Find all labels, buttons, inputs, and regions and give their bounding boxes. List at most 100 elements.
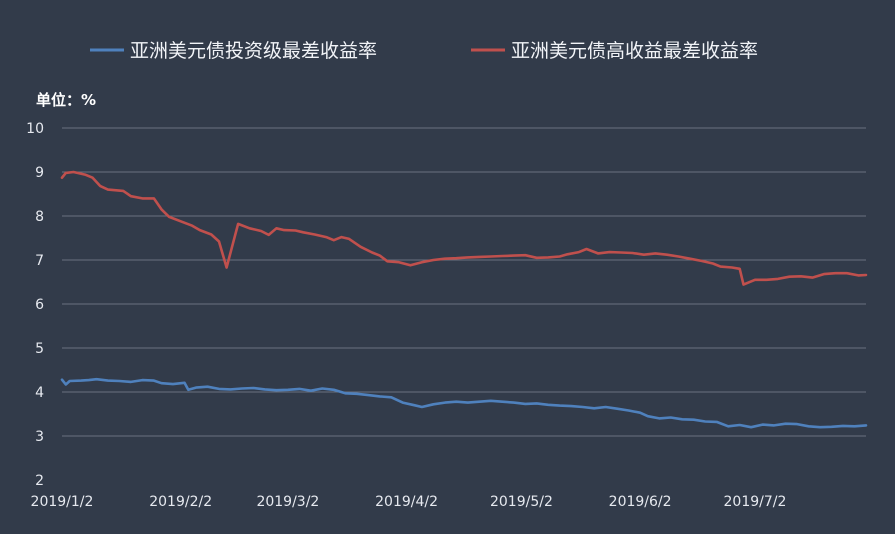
data-point-investment-grade: [432, 403, 435, 406]
data-point-high-yield: [620, 251, 622, 254]
data-point-investment-grade: [130, 381, 132, 383]
y-tick-label: 5: [35, 341, 44, 357]
data-point-high-yield: [84, 173, 86, 176]
data-point-investment-grade: [61, 378, 63, 381]
series-line-high-yield: [60, 170, 868, 286]
data-point-investment-grade: [413, 404, 416, 407]
data-point-high-yield: [566, 253, 569, 256]
data-point-investment-grade: [627, 409, 630, 412]
data-point-high-yield: [260, 230, 262, 232]
data-point-investment-grade: [490, 400, 492, 402]
x-tick-label: 2019/6/2: [609, 494, 672, 510]
data-point-high-yield: [398, 261, 400, 264]
data-point-high-yield: [700, 260, 703, 262]
data-point-high-yield: [490, 255, 492, 258]
data-point-investment-grade: [669, 416, 672, 419]
data-point-investment-grade: [853, 425, 856, 428]
data-point-investment-grade: [647, 415, 649, 418]
data-point-high-yield: [777, 278, 779, 280]
data-point-investment-grade: [367, 394, 370, 396]
legend-label-high-yield: 亚洲美元债高收益最差收益率: [511, 40, 758, 62]
data-point-high-yield: [199, 229, 201, 231]
data-point-investment-grade: [727, 425, 729, 428]
data-point-investment-grade: [547, 404, 549, 406]
data-point-high-yield: [371, 251, 373, 254]
data-point-high-yield: [455, 257, 458, 260]
data-point-investment-grade: [467, 401, 469, 404]
data-point-high-yield: [379, 254, 381, 257]
data-point-investment-grade: [639, 411, 641, 414]
data-point-high-yield: [237, 223, 239, 225]
data-point-high-yield: [267, 234, 270, 236]
data-point-high-yield: [654, 252, 657, 255]
data-point-high-yield: [107, 188, 109, 191]
data-point-high-yield: [294, 229, 297, 232]
data-point-high-yield: [61, 176, 63, 179]
data-point-high-yield: [834, 272, 837, 275]
data-point-investment-grade: [658, 417, 661, 420]
data-point-high-yield: [179, 220, 182, 223]
x-tick-label: 2019/4/2: [375, 494, 438, 510]
data-point-high-yield: [444, 257, 446, 260]
data-point-high-yield: [742, 283, 745, 286]
data-point-investment-grade: [444, 401, 446, 404]
data-point-investment-grade: [379, 395, 381, 398]
data-point-investment-grade: [830, 426, 833, 428]
data-point-high-yield: [597, 252, 599, 255]
data-point-high-yield: [130, 195, 132, 197]
data-point-high-yield: [421, 261, 423, 264]
data-point-investment-grade: [807, 425, 810, 428]
data-point-high-yield: [467, 256, 469, 259]
legend-label-investment-grade: 亚洲美元债投资级最差收益率: [130, 40, 377, 62]
data-point-high-yield: [218, 240, 220, 243]
x-tick-label: 2019/1/2: [31, 494, 94, 510]
data-point-high-yield: [348, 238, 350, 240]
series-line-investment-grade: [60, 377, 868, 429]
data-point-investment-grade: [604, 406, 607, 408]
data-point-investment-grade: [478, 400, 481, 403]
data-point-high-yield: [210, 233, 213, 236]
data-point-high-yield: [333, 239, 335, 241]
data-point-investment-grade: [616, 407, 618, 410]
data-point-investment-grade: [88, 379, 90, 381]
y-tick-label: 8: [35, 209, 44, 225]
data-point-investment-grade: [593, 407, 595, 410]
data-point-high-yield: [846, 272, 848, 275]
data-point-investment-grade: [241, 387, 243, 390]
data-point-investment-grade: [401, 401, 404, 404]
data-point-investment-grade: [750, 426, 752, 429]
data-point-investment-grade: [715, 421, 718, 423]
y-tick-label: 10: [26, 121, 44, 137]
data-point-high-yield: [712, 262, 714, 265]
data-point-investment-grade: [581, 406, 584, 408]
data-point-investment-grade: [455, 400, 458, 403]
data-point-high-yield: [72, 171, 75, 173]
unit-label: 单位：%: [36, 91, 96, 109]
data-point-high-yield: [141, 197, 144, 200]
data-point-high-yield: [153, 197, 155, 200]
data-point-investment-grade: [773, 424, 775, 427]
data-point-high-yield: [608, 251, 611, 253]
data-point-high-yield: [558, 255, 561, 258]
data-point-investment-grade: [229, 388, 232, 391]
data-point-high-yield: [857, 274, 860, 277]
data-point-high-yield: [719, 265, 722, 268]
data-point-high-yield: [513, 254, 515, 257]
data-point-investment-grade: [95, 378, 98, 381]
data-point-high-yield: [302, 231, 305, 234]
data-point-investment-grade: [333, 389, 335, 391]
data-point-investment-grade: [68, 380, 71, 382]
data-point-high-yield: [738, 268, 741, 270]
data-point-investment-grade: [153, 379, 155, 382]
data-point-investment-grade: [310, 389, 312, 392]
data-point-investment-grade: [819, 426, 821, 429]
data-point-investment-grade: [160, 382, 163, 385]
data-point-high-yield: [677, 255, 680, 258]
data-point-investment-grade: [65, 383, 67, 386]
data-point-high-yield: [432, 259, 435, 261]
y-tick-label: 7: [35, 253, 44, 269]
data-point-investment-grade: [865, 424, 867, 427]
data-point-investment-grade: [558, 404, 561, 407]
